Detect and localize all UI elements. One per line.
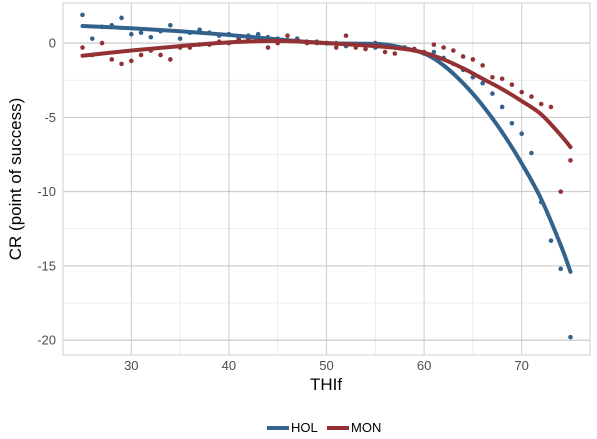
data-point-mon [558,189,564,194]
data-point-mon [441,45,446,50]
data-point-hol [480,80,485,86]
legend: HOL MON [267,420,381,435]
data-point-mon [451,48,456,53]
legend-label-hol: HOL [291,420,318,435]
data-point-mon [538,101,544,107]
data-point-hol [89,36,95,41]
data-point-mon [509,82,515,87]
y-tick-label: -5 [44,110,56,125]
data-point-hol [499,104,505,110]
data-point-hol [168,22,173,28]
data-point-mon [460,54,466,59]
data-point-hol [255,31,261,37]
data-point-hol [490,91,495,96]
data-point-mon [265,45,271,50]
data-point-hol [119,15,124,21]
data-point-hol [177,36,183,41]
y-axis-title: CR (point of success) [6,98,25,261]
data-point-mon [392,51,398,56]
data-point-hol [519,131,524,137]
data-point-mon [568,158,573,163]
x-tick-label: 40 [222,358,236,373]
y-tick-label: -10 [37,184,56,199]
data-point-hol [509,121,515,126]
data-point-hol [568,334,573,340]
data-point-mon [99,40,105,46]
data-point-hol [548,238,554,243]
data-point-mon [548,104,554,110]
y-tick-label: -20 [37,333,56,348]
data-point-mon [431,42,437,47]
data-point-mon [80,45,85,50]
trend-lines [80,24,573,274]
y-tick-label: -15 [37,258,56,273]
data-point-mon [499,76,505,82]
x-tick-label: 60 [417,358,431,373]
data-point-mon [168,57,173,62]
data-point-mon [285,33,290,38]
data-point-hol [558,266,564,272]
data-point-mon [343,33,349,38]
data-point-mon [158,52,163,58]
x-tick-label: 50 [319,358,333,373]
x-tick-label: 30 [124,358,138,373]
trend-line-mon [80,38,573,150]
data-point-mon [138,52,144,58]
data-point-hol [129,31,134,37]
data-point-mon [470,57,476,62]
data-point-hol [148,34,154,40]
data-point-hol [431,49,437,55]
y-tick-label: 0 [49,36,56,51]
data-point-mon [382,49,388,55]
data-point-mon [480,63,485,68]
data-point-mon [529,94,534,99]
data-point-mon [129,58,134,64]
data-point-mon [490,74,495,80]
tick-labels: 30 40 50 60 70 0 -5 -10 -15 -20 [37,36,529,373]
data-point-hol [529,150,534,156]
data-point-hol [138,30,144,36]
x-tick-label: 70 [514,358,528,373]
data-point-mon [119,61,124,67]
data-point-hol [80,12,85,18]
data-point-mon [363,46,368,52]
legend-label-mon: MON [351,420,381,435]
x-axis-title: THIf [310,375,342,394]
data-point-mon [333,45,339,50]
data-point-mon [519,89,524,95]
data-point-mon [109,57,115,62]
